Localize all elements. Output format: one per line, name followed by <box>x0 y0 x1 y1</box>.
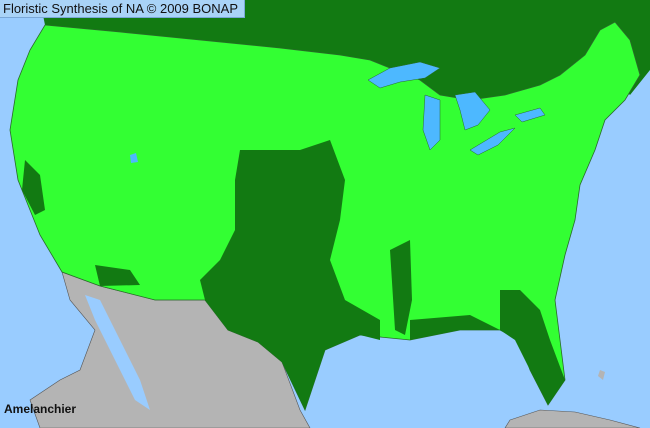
cuba <box>504 409 641 428</box>
california-absent <box>22 160 45 215</box>
mississippi-absent-strip <box>390 240 412 335</box>
gulf-of-california <box>85 295 150 410</box>
great-salt-lake <box>130 153 138 163</box>
great-lakes <box>367 61 546 156</box>
central-absent-region <box>200 140 380 410</box>
southwest-absent <box>95 265 140 286</box>
taxon-label: Amelanchier <box>4 402 77 416</box>
canada <box>40 0 650 100</box>
lake-michigan <box>422 94 441 151</box>
lake-ontario <box>514 107 546 123</box>
lake-erie <box>469 127 516 156</box>
gulf-coast-absent <box>410 315 500 340</box>
lake-superior <box>367 61 441 89</box>
bahamas <box>598 370 605 380</box>
southeast-absent-region <box>500 290 565 405</box>
lake-huron <box>454 91 491 131</box>
map-title: Floristic Synthesis of NA © 2009 BONAP <box>0 0 246 18</box>
